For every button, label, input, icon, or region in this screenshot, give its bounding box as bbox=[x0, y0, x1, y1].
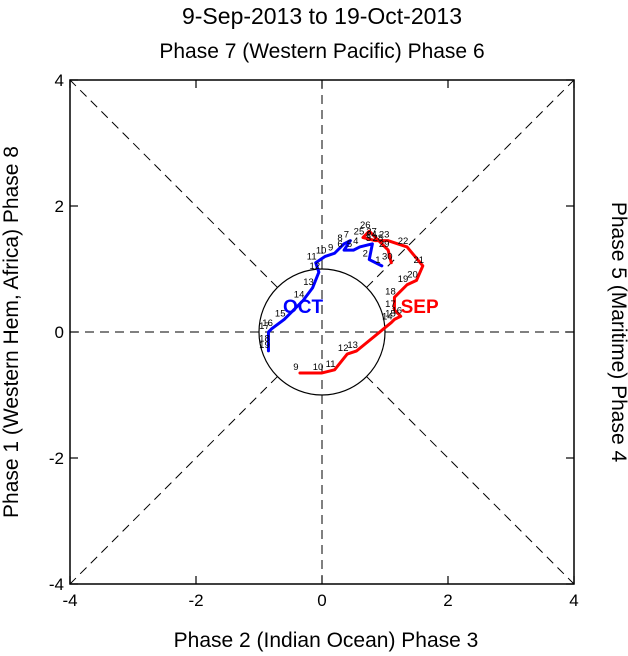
x-tick-label: 4 bbox=[569, 591, 578, 610]
sep-day-label: 13 bbox=[347, 340, 358, 351]
y-tick-label: 2 bbox=[55, 197, 64, 216]
sep-day-label: 21 bbox=[414, 255, 425, 266]
sep-day-label: 19 bbox=[398, 274, 409, 285]
sep-day-label: 10 bbox=[313, 362, 324, 373]
oct-day-label: 10 bbox=[316, 245, 327, 256]
x-tick-label: -4 bbox=[62, 591, 77, 610]
sep-day-label: 27 bbox=[366, 227, 377, 238]
sep-day-label: 20 bbox=[407, 269, 418, 280]
sep-day-label: 29 bbox=[379, 239, 390, 250]
oct-day-label: 8 bbox=[337, 233, 342, 244]
oct-day-label: 11 bbox=[307, 252, 317, 263]
y-tick-label: 4 bbox=[55, 71, 64, 90]
sep-day-label: 24 bbox=[366, 230, 377, 241]
sep-day-label: 26 bbox=[360, 220, 371, 231]
phase-guide-lines bbox=[69, 79, 575, 585]
sep-day-label: 11 bbox=[326, 359, 336, 370]
guide-diagonal bbox=[69, 376, 278, 585]
sep-trajectory bbox=[298, 229, 425, 375]
oct-day-label: 14 bbox=[294, 290, 305, 301]
sep-day-label: 22 bbox=[398, 236, 409, 247]
sep-day-label: 18 bbox=[385, 286, 396, 297]
guide-diagonal bbox=[366, 79, 575, 288]
sep-month-label: SEP bbox=[401, 297, 439, 318]
left-axis-label: Phase 1 (Western Hem, Africa) Phase 8 bbox=[0, 146, 23, 518]
y-tick-label: 0 bbox=[55, 323, 64, 342]
sep-day-label: 25 bbox=[354, 227, 365, 238]
right-axis-label: Phase 5 (Maritime) Phase 4 bbox=[607, 202, 628, 463]
oct-day-label: 18 bbox=[259, 334, 270, 345]
oct-day-label: 7 bbox=[344, 230, 349, 241]
oct-day-label: 15 bbox=[275, 308, 286, 319]
oct-day-label: 5 bbox=[347, 239, 352, 250]
oct-month-label: OCT bbox=[283, 297, 324, 318]
sep-day-label: 16 bbox=[391, 305, 402, 316]
y-tick-label: -2 bbox=[49, 449, 64, 468]
sep-day-label: 17 bbox=[385, 299, 396, 310]
oct-day-label: 4 bbox=[353, 236, 358, 247]
sep-day-label: 28 bbox=[373, 233, 384, 244]
oct-day-label: 1 bbox=[375, 255, 380, 266]
sep-day-label: 30 bbox=[382, 252, 393, 263]
y-tick-label: -4 bbox=[49, 575, 64, 594]
oct-day-label: 16 bbox=[262, 318, 273, 329]
oct-day-label: 19 bbox=[259, 340, 270, 351]
trajectory-layer: 9 10 1112131415161718192021222324252627282… bbox=[259, 220, 439, 375]
oct-day-label: 9 bbox=[328, 242, 333, 253]
oct-day-label: 2 bbox=[363, 249, 368, 260]
oct-day-label: 17 bbox=[259, 321, 270, 332]
x-tick-label: 0 bbox=[317, 591, 326, 610]
guide-diagonal bbox=[366, 376, 575, 585]
top-axis-label: Phase 7 (Western Pacific) Phase 6 bbox=[159, 40, 484, 63]
sep-day-label: 9 bbox=[293, 362, 298, 373]
bottom-axis-label: Phase 2 (Indian Ocean) Phase 3 bbox=[174, 629, 479, 652]
oct-trajectory bbox=[266, 239, 384, 353]
oct-day-label: 13 bbox=[303, 277, 314, 288]
oct-day-label: 3 bbox=[366, 233, 371, 244]
oct-day-label: 12 bbox=[310, 261, 321, 272]
guide-diagonal bbox=[69, 79, 278, 288]
sep-day-label: 15 bbox=[385, 308, 396, 319]
x-tick-label: -2 bbox=[188, 591, 203, 610]
sep-day-label: 14 bbox=[382, 312, 393, 323]
sep-day-label: 23 bbox=[379, 230, 390, 241]
chart-title: 9-Sep-2013 to 19-Oct-2013 bbox=[182, 3, 462, 29]
x-tick-label: 2 bbox=[443, 591, 452, 610]
unit-circle bbox=[258, 268, 386, 396]
oct-day-label: 6 bbox=[337, 239, 342, 250]
sep-day-label: 12 bbox=[338, 343, 349, 354]
